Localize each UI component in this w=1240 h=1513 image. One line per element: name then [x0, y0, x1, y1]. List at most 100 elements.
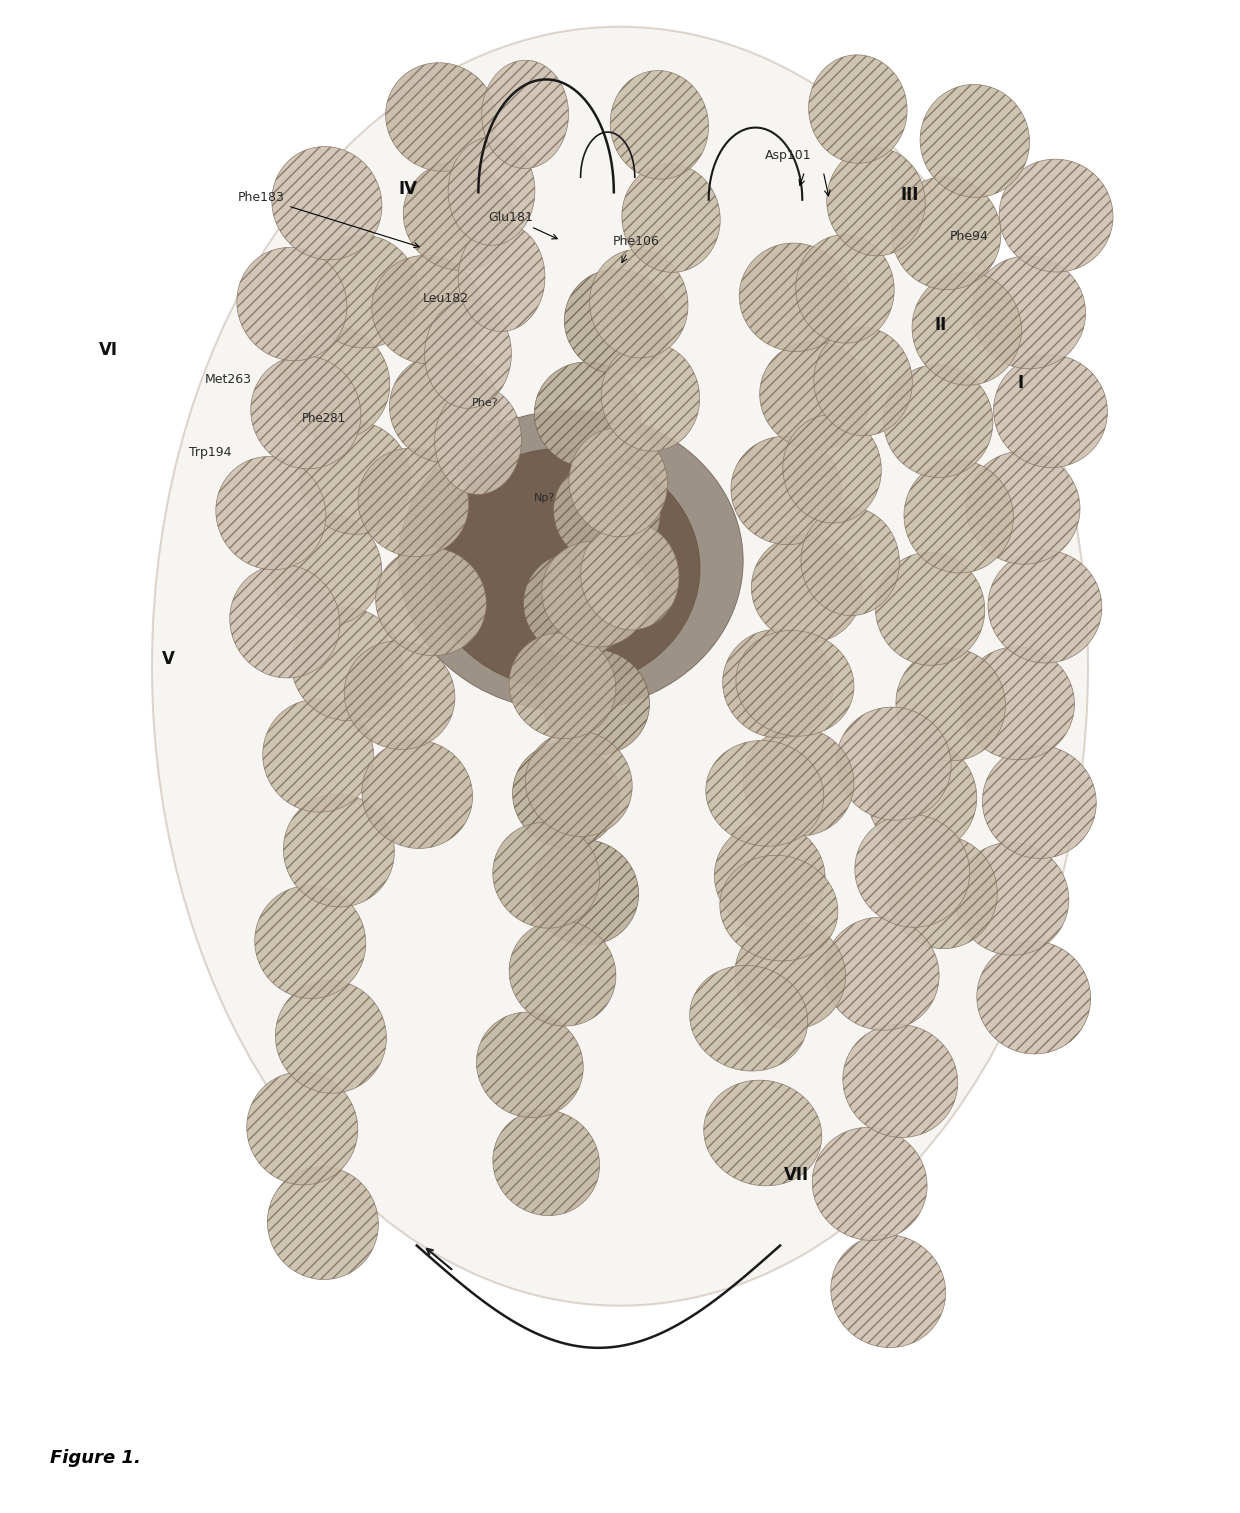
Ellipse shape	[291, 608, 402, 720]
Ellipse shape	[993, 354, 1107, 468]
Ellipse shape	[398, 410, 743, 711]
Text: I: I	[1017, 374, 1023, 392]
Ellipse shape	[808, 54, 908, 163]
Ellipse shape	[689, 965, 807, 1071]
Ellipse shape	[372, 256, 482, 365]
Text: Figure 1.: Figure 1.	[50, 1449, 140, 1468]
Ellipse shape	[913, 272, 1022, 386]
Ellipse shape	[398, 410, 743, 711]
Ellipse shape	[448, 138, 534, 245]
Ellipse shape	[481, 61, 568, 168]
Ellipse shape	[801, 507, 899, 616]
Ellipse shape	[429, 448, 701, 688]
Ellipse shape	[275, 980, 387, 1094]
Text: VI: VI	[99, 342, 118, 359]
Ellipse shape	[730, 436, 842, 545]
Ellipse shape	[534, 362, 641, 468]
Text: Met263: Met263	[205, 374, 252, 386]
Ellipse shape	[714, 823, 825, 930]
Text: Asp101: Asp101	[765, 150, 812, 162]
Ellipse shape	[580, 522, 680, 629]
Ellipse shape	[526, 731, 632, 837]
Ellipse shape	[270, 513, 382, 626]
Text: Leu182: Leu182	[423, 292, 469, 306]
Ellipse shape	[362, 740, 472, 849]
Ellipse shape	[272, 147, 382, 260]
Ellipse shape	[920, 85, 1029, 197]
Ellipse shape	[553, 460, 661, 564]
Ellipse shape	[523, 552, 630, 658]
Ellipse shape	[435, 386, 522, 495]
Text: VII: VII	[784, 1167, 808, 1183]
Ellipse shape	[153, 27, 1087, 1306]
Ellipse shape	[510, 920, 616, 1026]
Ellipse shape	[743, 728, 854, 837]
Text: V: V	[161, 649, 175, 667]
Text: Phe?: Phe?	[472, 398, 498, 409]
Ellipse shape	[966, 451, 1080, 564]
Ellipse shape	[284, 794, 394, 906]
Ellipse shape	[512, 743, 620, 847]
Ellipse shape	[825, 917, 939, 1030]
Ellipse shape	[268, 1167, 378, 1280]
Ellipse shape	[532, 840, 639, 946]
Ellipse shape	[972, 256, 1085, 369]
Text: Phe106: Phe106	[613, 235, 660, 248]
Ellipse shape	[836, 707, 951, 820]
Ellipse shape	[254, 885, 366, 999]
Ellipse shape	[706, 740, 823, 846]
Text: Phe94: Phe94	[950, 230, 990, 244]
Ellipse shape	[988, 551, 1102, 663]
Ellipse shape	[955, 843, 1069, 955]
Ellipse shape	[601, 342, 699, 451]
Ellipse shape	[831, 1235, 946, 1348]
Ellipse shape	[542, 542, 649, 648]
Ellipse shape	[883, 365, 993, 478]
Ellipse shape	[279, 327, 389, 439]
Ellipse shape	[299, 421, 410, 534]
Ellipse shape	[569, 428, 667, 537]
Ellipse shape	[827, 147, 925, 256]
Ellipse shape	[723, 629, 833, 738]
Ellipse shape	[892, 177, 1001, 289]
Ellipse shape	[429, 448, 701, 688]
Ellipse shape	[308, 235, 418, 348]
Ellipse shape	[812, 1127, 928, 1241]
Ellipse shape	[345, 642, 455, 749]
Ellipse shape	[735, 631, 854, 737]
Ellipse shape	[590, 250, 688, 359]
Ellipse shape	[564, 269, 671, 375]
Ellipse shape	[492, 823, 600, 927]
Ellipse shape	[510, 632, 616, 738]
Text: III: III	[900, 186, 919, 204]
Text: Np?: Np?	[533, 493, 556, 502]
Ellipse shape	[843, 1024, 957, 1138]
Ellipse shape	[999, 159, 1114, 272]
Ellipse shape	[389, 354, 500, 463]
Ellipse shape	[622, 163, 720, 272]
Text: Trp194: Trp194	[188, 445, 232, 458]
Ellipse shape	[875, 552, 985, 666]
Ellipse shape	[897, 648, 1006, 761]
Text: Phe183: Phe183	[238, 191, 419, 248]
Ellipse shape	[977, 941, 1091, 1055]
Ellipse shape	[386, 62, 496, 171]
Ellipse shape	[982, 746, 1096, 858]
Ellipse shape	[904, 460, 1013, 573]
Ellipse shape	[888, 835, 997, 949]
Ellipse shape	[476, 1012, 583, 1118]
Ellipse shape	[867, 740, 977, 853]
Ellipse shape	[739, 244, 851, 351]
Ellipse shape	[237, 248, 347, 360]
Text: II: II	[934, 316, 946, 334]
Text: IV: IV	[398, 180, 418, 198]
Ellipse shape	[216, 457, 326, 570]
Ellipse shape	[376, 548, 486, 655]
Ellipse shape	[247, 1071, 358, 1185]
Ellipse shape	[854, 814, 970, 927]
Ellipse shape	[263, 699, 373, 812]
Ellipse shape	[720, 855, 838, 961]
Ellipse shape	[610, 71, 708, 179]
Ellipse shape	[424, 300, 511, 409]
Ellipse shape	[782, 415, 882, 523]
